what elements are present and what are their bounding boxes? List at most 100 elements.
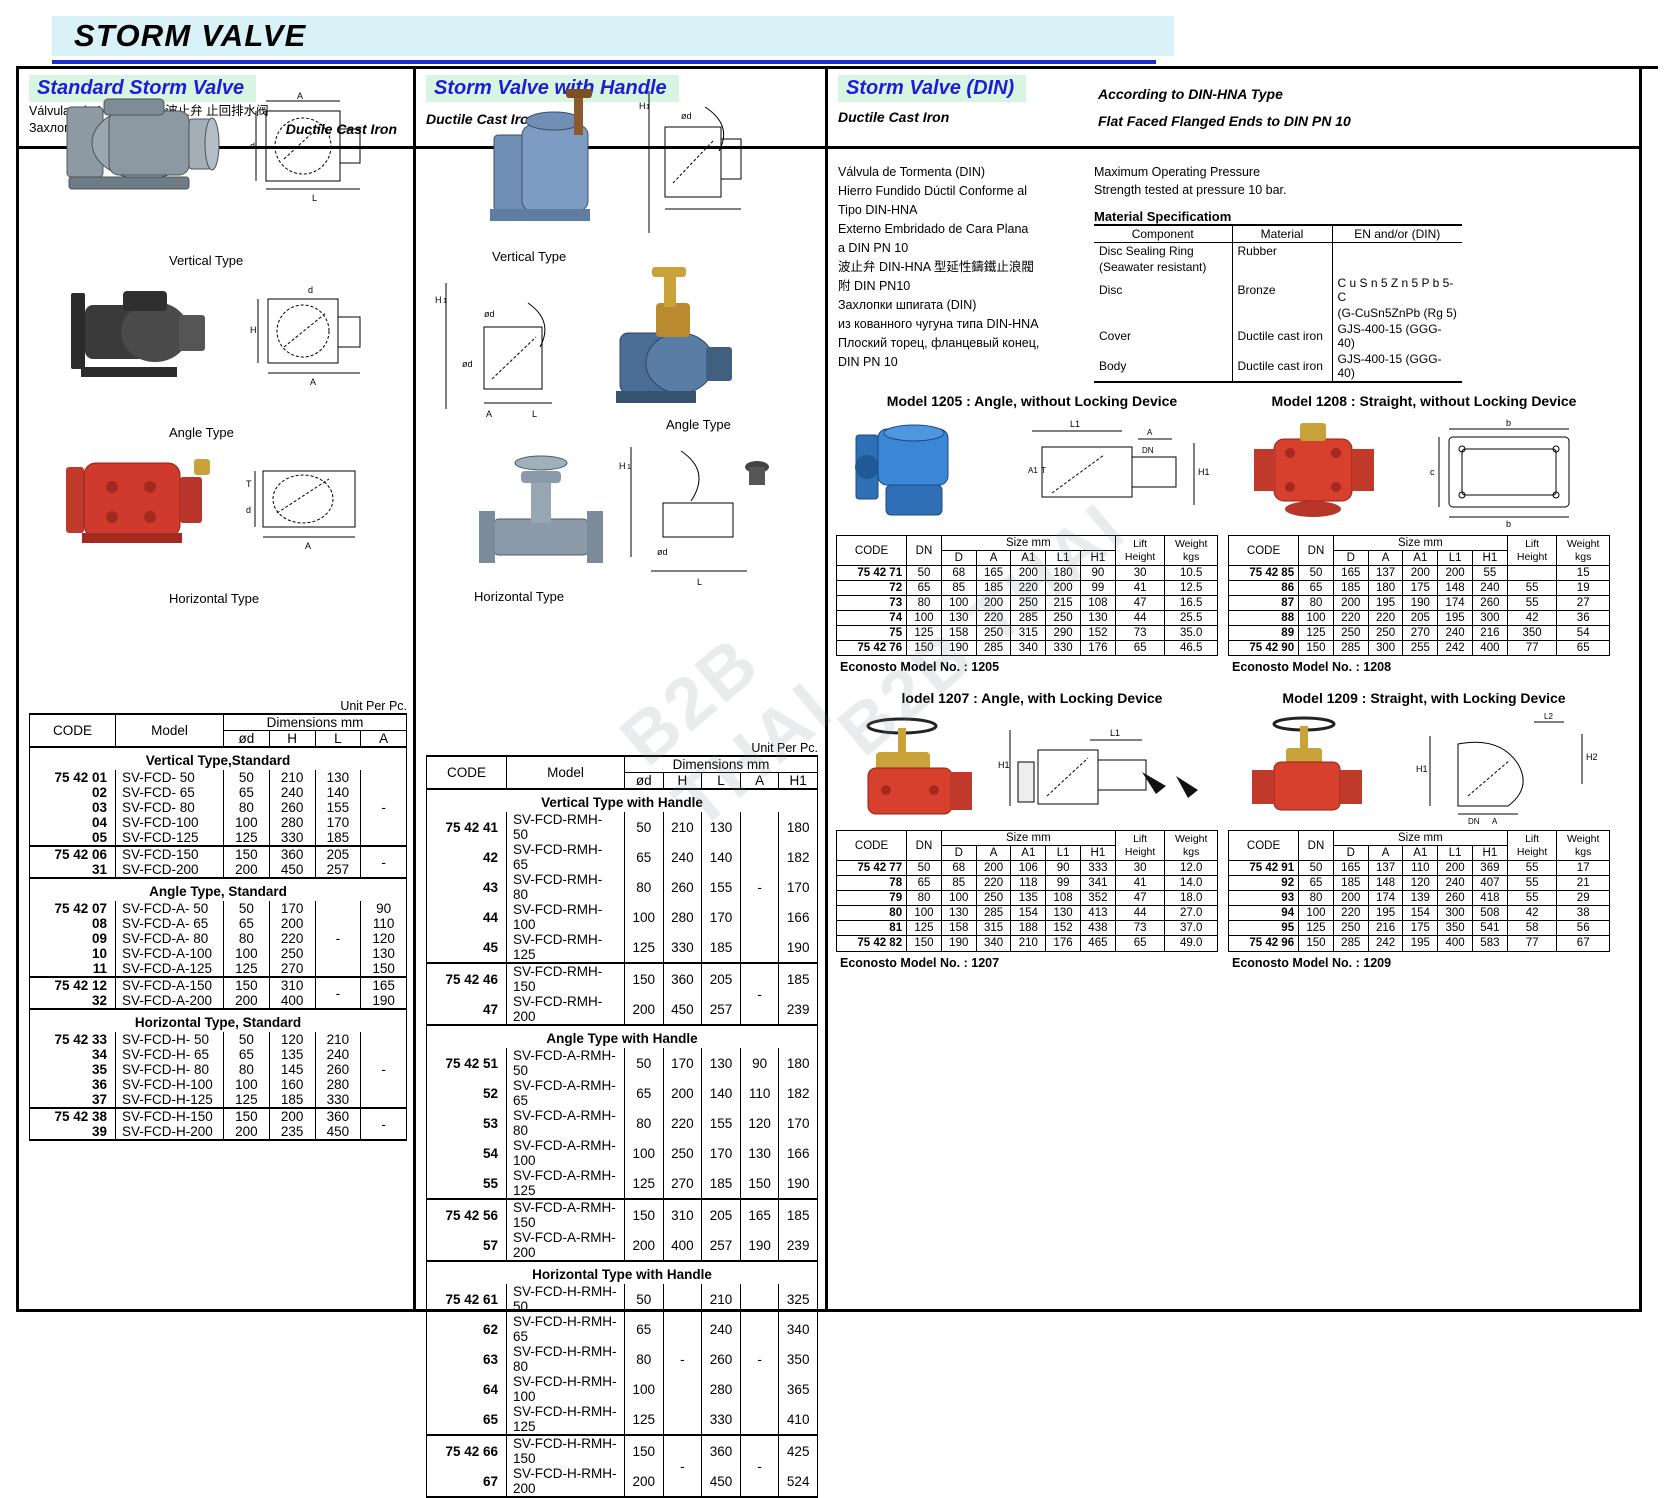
matspec-title: Material Specificatiom [1094,209,1232,225]
matspec-component [1094,305,1233,322]
din-desc-line: 附 DIN PN10 [838,279,911,293]
din-desc-line: Tipo DIN-HNA [838,203,918,217]
right-header-subtitles: According to DIN-HNA Type Flat Faced Fla… [1098,81,1351,134]
din-model-0-econosto: Econosto Model No. : 1205 [840,660,1000,675]
svg-text:A: A [297,91,303,101]
din-table-row: 78 65 85 220 118 99 341 41 14.0 [835,875,1218,892]
din-pressure-spec: Maximum Operating Pressure Strength teste… [1088,163,1629,384]
din-header-lift: Lift Height [1114,830,1166,862]
din-header-code: CODE [1227,830,1300,862]
cell-model: SV-FCD-A-RMH- 125 [506,1168,625,1200]
din-cell-a: 340 [975,935,1012,952]
banner-background [52,16,1174,56]
matspec-en: GJS-400-15 (GGG-40) [1332,351,1462,384]
cell-od: 100 [624,1374,664,1404]
din-table-row: 75 42 96 150 285 242 195 400 583 77 67 [1227,935,1610,952]
group-title: Angle Type with Handle [426,1025,818,1048]
right-info-row: Válvula de Tormenta (DIN) Hierro Fundido … [828,149,1639,384]
right-subtitle-1: According to DIN-HNA Type [1098,86,1283,102]
din-cell-code: 78 [835,875,908,892]
svg-text:T: T [1041,466,1046,475]
mid-dimension-table: CODE Model Dimensions mm ød H L A H1 Vertical Ty… [426,755,818,1498]
cell-od: 65 [624,1078,664,1108]
cell-a: - [740,1435,780,1497]
din-cell-h1: 541 [1472,920,1508,937]
din-cell-lift: 30 [1114,860,1166,877]
cell-od: 150 [223,846,270,862]
cell-h: 400 [269,993,316,1010]
din-cell-weight: 19 [1556,580,1610,597]
din-table-row: 75 125 158 250 315 290 152 73 35.0 [835,625,1218,642]
din-header-h1: H1 [1472,845,1508,862]
din-cell-dn: 125 [906,920,942,937]
din-cell-code: 95 [1227,920,1300,937]
cell-od: 50 [624,1284,664,1314]
cell-h: 210 [663,812,703,842]
din-cell-lift: 42 [1506,905,1558,922]
din-cell-l1: 130 [1045,905,1081,922]
cell-l: 240 [315,1047,362,1062]
din-table-row: 81 125 158 315 188 152 438 73 37.0 [835,920,1218,937]
cell-l: 450 [701,1466,741,1498]
cell-h: 235 [269,1124,316,1141]
din-table-row: 92 65 185 148 120 240 407 55 21 [1227,875,1610,892]
cell-l: - [315,901,362,977]
table-row: 37 SV-FCD-H-125 125 185 330 [29,1092,407,1109]
cell-od: 65 [223,916,270,931]
matspec-en: C u S n 5 Z n 5 P b 5-C [1337,276,1454,305]
din-cell-d: 100 [940,890,977,907]
cell-h1: 239 [778,994,818,1026]
cell-h1: 190 [778,1168,818,1200]
svg-text:c: c [1430,467,1435,477]
din-cell-weight: 10.5 [1164,565,1218,582]
cell-l: 280 [315,1077,362,1092]
din-header-d: D [940,550,977,567]
cell-code: 03 [29,800,116,815]
din-cell-a: 220 [975,610,1012,627]
din-model-3: Model 1209 : Straight, with Locking Devi… [1227,674,1620,970]
din-cell-lift: 41 [1114,580,1166,597]
svg-text:b: b [1506,519,1511,529]
din-cell-dn: 150 [906,935,942,952]
table-row: 32 SV-FCD-A-200 200 400 190 [29,993,407,1010]
din-cell-lift: 41 [1114,875,1166,892]
din-header-size: Size mm [1332,830,1508,847]
din-cell-h1: 369 [1472,860,1508,877]
din-cell-lift: 55 [1506,595,1558,612]
cell-h1: 182 [778,842,818,872]
angle-type-drawing: d H A [250,285,361,387]
cell-h1: 190 [778,932,818,964]
din-header-size: Size mm [940,535,1116,552]
cell-code: 35 [29,1062,116,1077]
svg-text:1: 1 [627,464,631,471]
din-header-h1: H1 [1472,550,1508,567]
din-cell-l1: 200 [1045,580,1081,597]
table-row: 75 42 61 SV-FCD-H-RMH- 50 50-210-325 [426,1284,818,1435]
cell-code: 44 [426,902,507,932]
cell-code: 75 42 41 [426,812,507,842]
table-row: 75 42 51 SV-FCD-A-RMH- 50 50 170 130 90 180 [426,1048,818,1078]
din-cell-l1: 200 [1437,860,1473,877]
cell-od: 125 [624,932,664,964]
cell-od: 200 [624,1466,664,1498]
din-cell-dn: 80 [906,890,942,907]
header-code: CODE [29,714,116,747]
din-cell-code: 94 [1227,905,1300,922]
matspec-component: Body [1094,351,1233,384]
cell-model: SV-FCD-125 [115,830,224,847]
svg-text:A: A [1492,817,1498,826]
din-header-weight: Weight kgs [1164,535,1218,567]
table-row: 05 SV-FCD-125 125 330 185 [29,830,407,847]
din-cell-a1: 285 [1010,610,1047,627]
din-desc-line: 波止弁 DIN-HNA 型延性鑄鐵止浪閥 [838,260,1034,274]
din-cell-a: 195 [1367,905,1404,922]
din-cell-weight: 15 [1556,565,1610,582]
cell-code: 75 42 06 [29,846,116,862]
din-header-d: D [940,845,977,862]
cell-a: - [740,1284,780,1435]
din-cell-a1: 139 [1402,890,1439,907]
din-cell-weight: 14.0 [1164,875,1218,892]
din-cell-code: 75 42 71 [835,565,908,582]
din-cell-d: 165 [1332,565,1369,582]
din-cell-a1: 200 [1402,565,1439,582]
